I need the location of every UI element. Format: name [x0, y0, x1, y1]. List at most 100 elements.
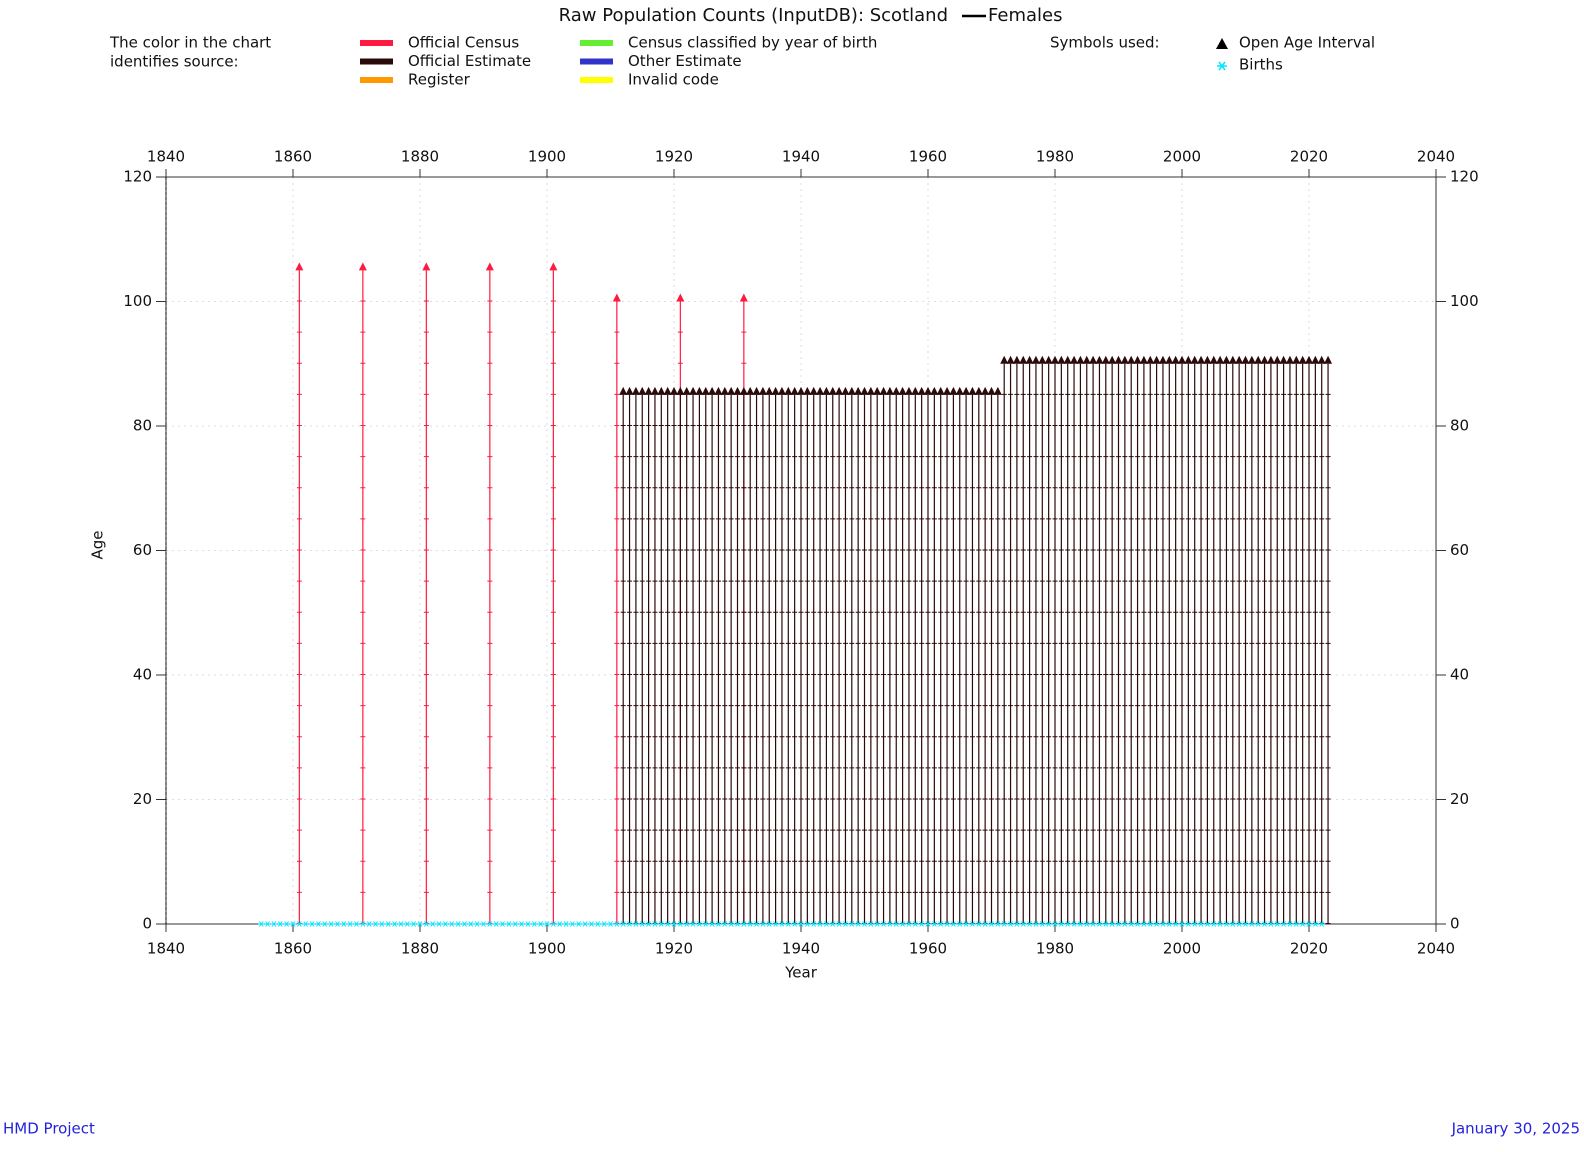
y-tick-label: 60 [133, 541, 152, 559]
birth-marker [671, 921, 677, 927]
birth-marker [283, 921, 290, 927]
y2-tick-label: 20 [1450, 790, 1469, 808]
birth-marker [702, 921, 709, 927]
open-age-marker [625, 386, 634, 395]
birth-marker [1191, 921, 1198, 927]
birth-marker [309, 921, 316, 927]
open-age-marker [924, 386, 932, 395]
birth-marker [302, 921, 309, 927]
birth-marker [880, 921, 887, 927]
x-tick-label: 1940 [782, 940, 820, 958]
y-tick-label: 100 [123, 292, 152, 310]
birth-marker [340, 921, 347, 927]
legend-swatch [360, 58, 393, 65]
birth-marker [1248, 921, 1255, 927]
x-tick-label: 2000 [1163, 940, 1201, 958]
legend-label: Census classified by year of birth [628, 34, 877, 52]
birth-marker [639, 921, 646, 927]
birth-marker [1312, 921, 1319, 927]
birth-marker [886, 921, 893, 927]
open-age-marker [1095, 355, 1104, 364]
open-age-marker [1044, 355, 1053, 364]
birth-marker [1229, 921, 1236, 927]
birth-marker [791, 921, 798, 927]
birth-marker [632, 921, 639, 927]
x2-tick-label: 1940 [782, 148, 820, 166]
open-age-marker [1133, 355, 1142, 364]
legend-label: Official Estimate [408, 52, 531, 70]
open-age-marker [930, 386, 939, 395]
birth-marker [1052, 921, 1058, 927]
birth-marker [512, 921, 519, 927]
open-age-marker [873, 386, 882, 395]
legend-title: identifies source: [110, 53, 239, 71]
open-age-marker [885, 386, 894, 395]
birth-marker [385, 921, 392, 927]
birth-marker [677, 921, 684, 927]
birth-marker [728, 921, 735, 927]
open-age-marker [1152, 355, 1161, 364]
birth-marker [1064, 921, 1071, 927]
x2-tick-label: 1920 [655, 148, 693, 166]
x-tick-label: 1920 [655, 940, 693, 958]
chart-subtitle: Females [988, 5, 1062, 26]
birth-marker [715, 921, 722, 927]
birth-marker [1121, 921, 1128, 927]
births-symbol [1217, 61, 1227, 71]
open-age-marker [1057, 355, 1066, 364]
open-age-marker [1089, 355, 1098, 364]
birth-marker [493, 921, 500, 927]
birth-marker [658, 921, 665, 927]
open-age-marker [1158, 355, 1167, 364]
birth-marker [328, 921, 335, 927]
birth-marker [721, 921, 728, 927]
open-age-marker [695, 386, 704, 395]
open-age-marker [809, 386, 818, 395]
open-age-marker [1178, 355, 1186, 364]
x-tick-label: 1900 [528, 940, 566, 958]
open-age-marker [682, 386, 691, 395]
open-age-marker [422, 262, 431, 271]
birth-marker [442, 921, 449, 927]
open-age-marker [1006, 355, 1015, 364]
open-age-marker [841, 386, 850, 395]
open-age-marker [739, 386, 748, 395]
open-age-marker [847, 386, 856, 395]
open-age-marker [854, 386, 863, 395]
birth-marker [1083, 921, 1090, 927]
open-age-marker [1317, 355, 1326, 364]
open-age-marker [1216, 355, 1225, 364]
x2-tick-label: 2000 [1163, 148, 1201, 166]
open-age-marker [619, 386, 628, 395]
x-axis-label: Year [784, 964, 818, 982]
x2-tick-label: 2020 [1290, 148, 1328, 166]
open-age-marker [1190, 355, 1199, 364]
birth-marker [893, 921, 900, 927]
legend-swatch [580, 58, 613, 65]
open-age-symbol [1216, 38, 1228, 49]
birth-marker [474, 921, 481, 927]
open-age-marker [1070, 355, 1079, 364]
x-tick-label: 1960 [909, 940, 947, 958]
open-age-marker [1063, 355, 1072, 364]
birth-marker [1147, 921, 1154, 927]
x2-tick-label: 1900 [528, 148, 566, 166]
birth-marker [467, 921, 474, 927]
birth-marker [607, 921, 614, 927]
birth-marker [334, 921, 341, 927]
birth-marker [321, 921, 328, 927]
open-age-marker [911, 386, 920, 395]
open-age-marker [1279, 355, 1288, 364]
birth-marker [1001, 921, 1008, 927]
open-age-marker [650, 386, 659, 395]
open-age-marker [1038, 355, 1047, 364]
open-age-marker [879, 386, 888, 395]
open-age-marker [936, 386, 945, 395]
y2-tick-label: 100 [1450, 292, 1479, 310]
open-age-marker [917, 386, 926, 395]
symbols-title: Symbols used: [1050, 34, 1160, 52]
birth-marker [988, 921, 995, 927]
birth-marker [740, 921, 747, 927]
open-age-marker [962, 386, 971, 395]
